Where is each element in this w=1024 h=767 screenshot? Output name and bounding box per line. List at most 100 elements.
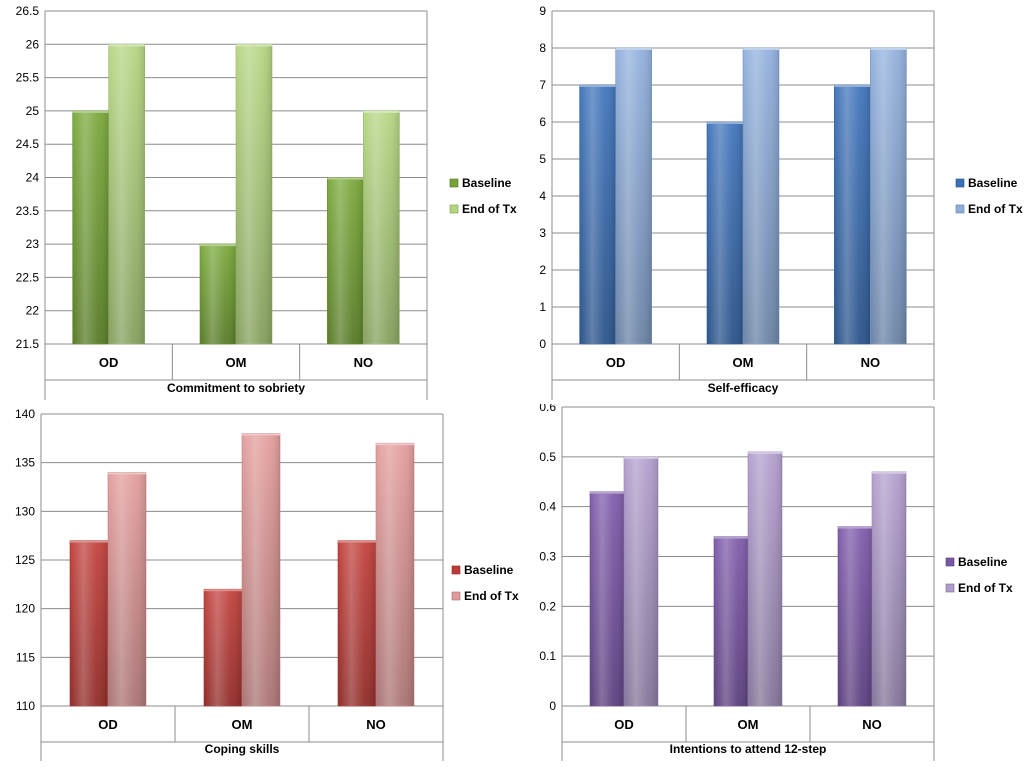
bar-top-edge	[590, 491, 624, 494]
y-tick-label: 8	[539, 41, 546, 55]
x-axis-label: Commitment to sobriety	[167, 381, 305, 395]
bar-highlight	[579, 85, 616, 344]
bar-top-edge	[108, 44, 145, 47]
bar-highlight	[72, 110, 109, 345]
bar-top-edge	[624, 456, 658, 459]
y-tick-label: 115	[16, 650, 35, 664]
legend-label-baseline: Baseline	[958, 555, 1008, 569]
y-tick-label: 24	[26, 171, 40, 185]
y-tick-label: 130	[15, 504, 35, 518]
bar-highlight	[714, 536, 748, 706]
y-tick-label: 0.5	[539, 450, 556, 464]
y-tick-label: 1	[539, 300, 546, 314]
bar-highlight	[615, 48, 652, 344]
bar-highlight	[590, 491, 624, 706]
bar-top-edge	[714, 536, 748, 539]
bar-top-edge	[834, 85, 871, 87]
bar-top-edge	[327, 177, 364, 180]
bar-highlight	[108, 44, 145, 345]
legend-swatch	[955, 204, 965, 214]
legend-swatch	[449, 178, 459, 188]
y-tick-label: 25.5	[16, 71, 40, 85]
legend-label-end-of-tx: End of Tx	[958, 581, 1013, 595]
y-tick-label: 22.5	[16, 270, 40, 284]
legend-swatch	[451, 565, 461, 575]
bar-highlight	[834, 85, 871, 344]
bar-highlight	[327, 177, 364, 344]
y-tick-label: 26	[26, 37, 40, 51]
bar-highlight	[363, 110, 400, 345]
legend-label-end-of-tx: End of Tx	[968, 202, 1023, 216]
category-label-no: NO	[366, 717, 386, 732]
y-tick-label: 0.2	[539, 599, 556, 613]
y-tick-label: 0	[549, 699, 556, 713]
bar-top-edge	[743, 48, 779, 50]
bar-highlight	[108, 472, 146, 706]
bar-top-edge	[242, 433, 280, 436]
category-label-od: OD	[614, 717, 634, 732]
bar-top-edge	[72, 110, 109, 113]
y-tick-label: 9	[539, 4, 546, 18]
legend-label-baseline: Baseline	[968, 176, 1018, 190]
category-label-od: OD	[99, 355, 119, 370]
y-tick-label: 23	[26, 237, 40, 251]
bar-top-edge	[838, 526, 872, 529]
y-tick-label: 24.5	[16, 137, 40, 151]
y-tick-label: 25	[26, 104, 40, 118]
y-tick-label: 26.5	[16, 4, 40, 18]
y-tick-label: 0.4	[539, 500, 556, 514]
x-axis-label: Coping skills	[205, 742, 280, 756]
y-tick-label: 2	[539, 263, 546, 277]
bar-highlight	[743, 48, 779, 344]
bar-highlight	[376, 443, 414, 706]
bar-top-edge	[338, 540, 376, 543]
bar-top-edge	[200, 244, 236, 247]
legend-label-end-of-tx: End of Tx	[464, 589, 519, 603]
bar-top-edge	[108, 472, 146, 475]
bar-highlight	[870, 48, 907, 344]
y-tick-label: 0.3	[539, 550, 556, 564]
bar-top-edge	[70, 540, 108, 543]
chart-intentions-12-step: 0 0.1 0.2 0.3 0.4 0.5 0.6 OD OM NO Intentions to a…	[539, 404, 1013, 761]
y-tick-label: 22	[26, 304, 40, 318]
y-tick-label: 0.1	[539, 649, 556, 663]
y-tick-label: 4	[539, 189, 546, 203]
legend-label-end-of-tx: End of Tx	[462, 202, 517, 216]
bar-highlight	[624, 456, 658, 706]
y-tick-label: 125	[15, 553, 35, 567]
y-tick-label: 0	[539, 337, 546, 351]
category-label-od: OD	[98, 717, 118, 732]
category-label-no: NO	[861, 355, 881, 370]
x-axis-label: Intentions to attend 12-step	[670, 742, 827, 756]
bar-top-edge	[204, 589, 242, 592]
bar-highlight	[70, 540, 108, 706]
category-label-no: NO	[354, 355, 374, 370]
bar-highlight	[200, 244, 236, 344]
bar-highlight	[872, 471, 906, 706]
bar-highlight	[838, 526, 872, 706]
y-tick-label: 140	[15, 407, 35, 421]
x-axis-label: Self-efficacy	[708, 381, 779, 395]
bar-highlight	[242, 433, 280, 706]
legend-label-baseline: Baseline	[464, 563, 514, 577]
bar-top-edge	[376, 443, 414, 446]
bar-top-edge	[748, 451, 782, 454]
bar-highlight	[236, 44, 272, 345]
bar-top-edge	[236, 44, 272, 47]
bar-highlight	[338, 540, 376, 706]
y-tick-label: 135	[15, 456, 35, 470]
bar-highlight	[707, 122, 743, 344]
category-label-om: OM	[738, 717, 759, 732]
y-tick-label: 110	[16, 699, 35, 713]
y-tick-label: 23.5	[16, 204, 40, 218]
legend-label-baseline: Baseline	[462, 176, 512, 190]
category-label-om: OM	[226, 355, 247, 370]
category-label-om: OM	[232, 717, 253, 732]
y-tick-label: 120	[15, 602, 35, 616]
legend-swatch	[945, 557, 955, 567]
y-tick-label: 0.6	[539, 404, 556, 414]
legend-swatch	[955, 178, 965, 188]
legend-swatch	[449, 204, 459, 214]
legend-swatch	[945, 583, 955, 593]
category-label-no: NO	[862, 717, 882, 732]
